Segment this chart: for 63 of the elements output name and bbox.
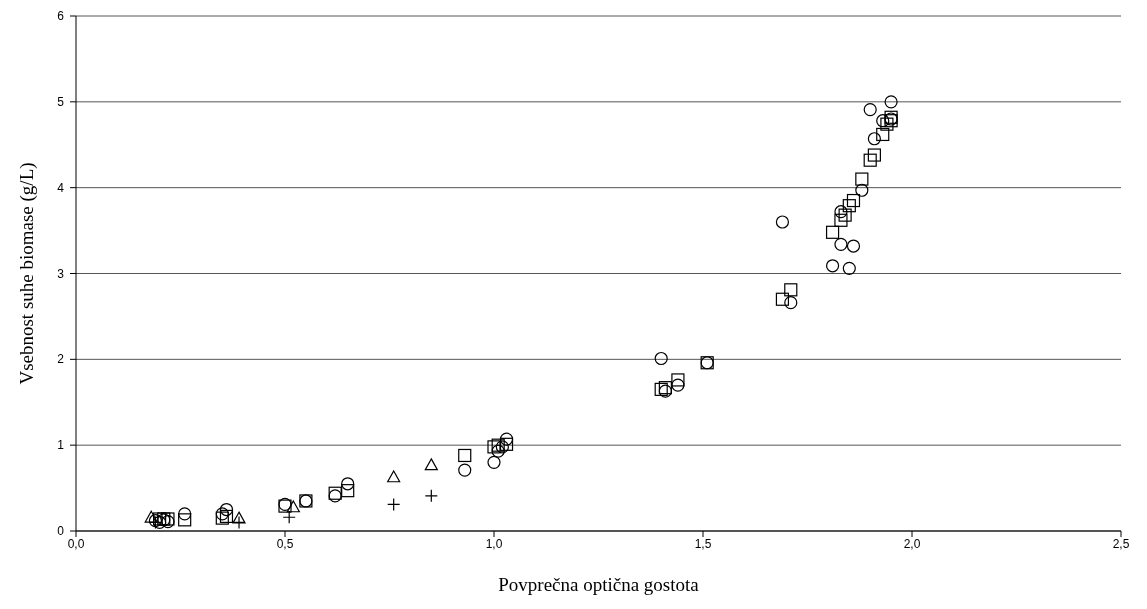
point [491,438,505,452]
point [775,215,790,229]
point [487,440,501,454]
point [654,382,668,396]
point [834,213,848,227]
point [671,373,685,387]
point [863,102,877,117]
point [341,484,355,498]
point [341,477,355,491]
y-tick-label: 2 [57,352,65,367]
point [842,261,856,275]
y-tick-label: 3 [57,266,65,281]
point [219,509,234,524]
point [863,153,877,167]
point [876,114,890,128]
point [178,507,192,521]
point [219,502,234,517]
point [846,239,861,253]
y-tick-label: 5 [57,94,65,109]
x-tick-label: 1,0 [485,536,503,551]
point [838,208,852,222]
point [834,237,848,251]
point [458,463,472,477]
point [499,437,514,451]
point [867,132,881,146]
point [487,455,501,469]
point [825,259,840,273]
x-tick-label: 2,0 [903,536,921,551]
point [458,448,472,463]
point [424,458,438,471]
point [387,470,401,483]
point [876,127,890,142]
y-tick-label: 1 [57,438,65,453]
point [884,95,898,109]
point [846,193,861,208]
point [855,172,869,186]
y-tick-label: 0 [57,524,65,538]
point [834,205,848,219]
x-tick-label: 0,5 [276,536,294,551]
x-tick-label: 1,5 [694,536,712,551]
x-axis-title: Povprečna optična gostota [498,574,700,595]
point [232,511,246,524]
point [144,510,158,523]
point [842,199,856,213]
point [825,225,840,239]
point [855,183,869,197]
y-axis-title: Vsebnost suhe biomase (g/L) [15,162,38,385]
x-tick-label: 2,5 [1112,536,1130,551]
y-tick-label: 4 [57,180,65,195]
x-tick-label: 0,0 [67,536,85,551]
point [491,444,505,458]
y-tick-label: 6 [57,9,65,23]
point [784,296,798,310]
point [784,283,798,297]
point [215,511,229,525]
point [867,148,881,162]
point [178,513,192,527]
point [286,500,300,513]
point [495,440,509,454]
point [775,292,790,306]
point [654,351,668,366]
point [880,117,894,131]
point [671,378,685,392]
